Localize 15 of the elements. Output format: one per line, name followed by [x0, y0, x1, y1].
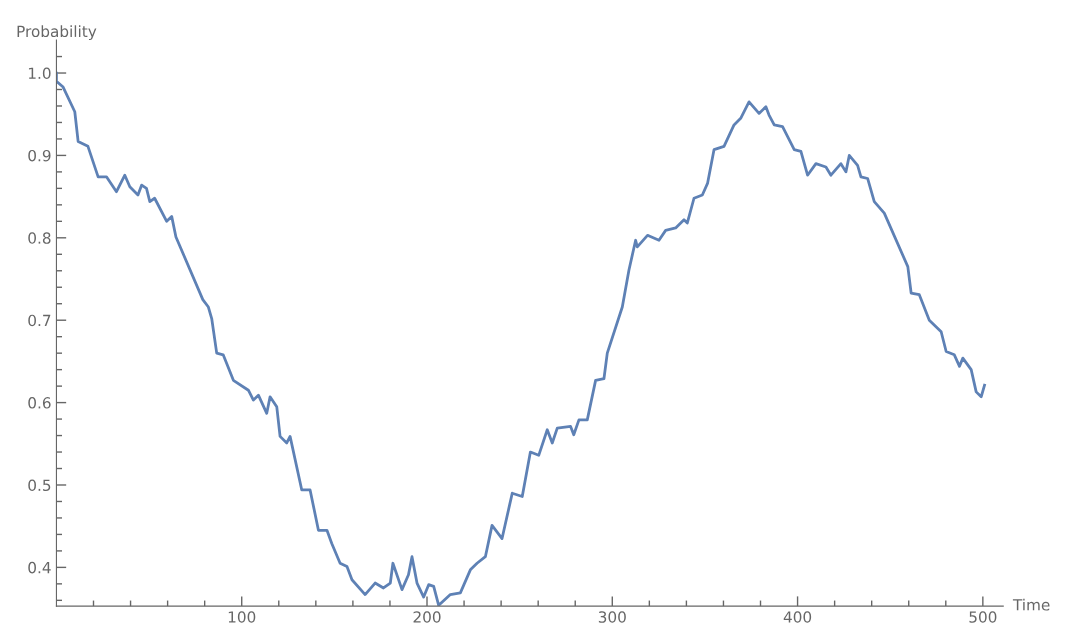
y-tick-label: 0.6	[28, 397, 51, 409]
x-tick-label: 400	[783, 611, 812, 623]
y-tick-label: 0.8	[28, 232, 51, 244]
y-tick-label: 0.5	[28, 479, 51, 492]
line-series	[56, 71, 986, 607]
x-tick-label: 500	[969, 611, 997, 623]
y-axis-title: Probability	[17, 25, 97, 41]
y-tick-label: 1.0	[28, 67, 51, 80]
x-tick-label: 200	[413, 611, 441, 623]
y-tick-label: 0.7	[28, 314, 51, 327]
x-tick-label: 100	[228, 611, 256, 623]
x-axis-title: Time	[1012, 598, 1050, 611]
y-tick-label: 0.4	[28, 561, 51, 574]
y-tick-label: 0.9	[28, 149, 51, 162]
x-tick-label: 300	[598, 611, 626, 623]
